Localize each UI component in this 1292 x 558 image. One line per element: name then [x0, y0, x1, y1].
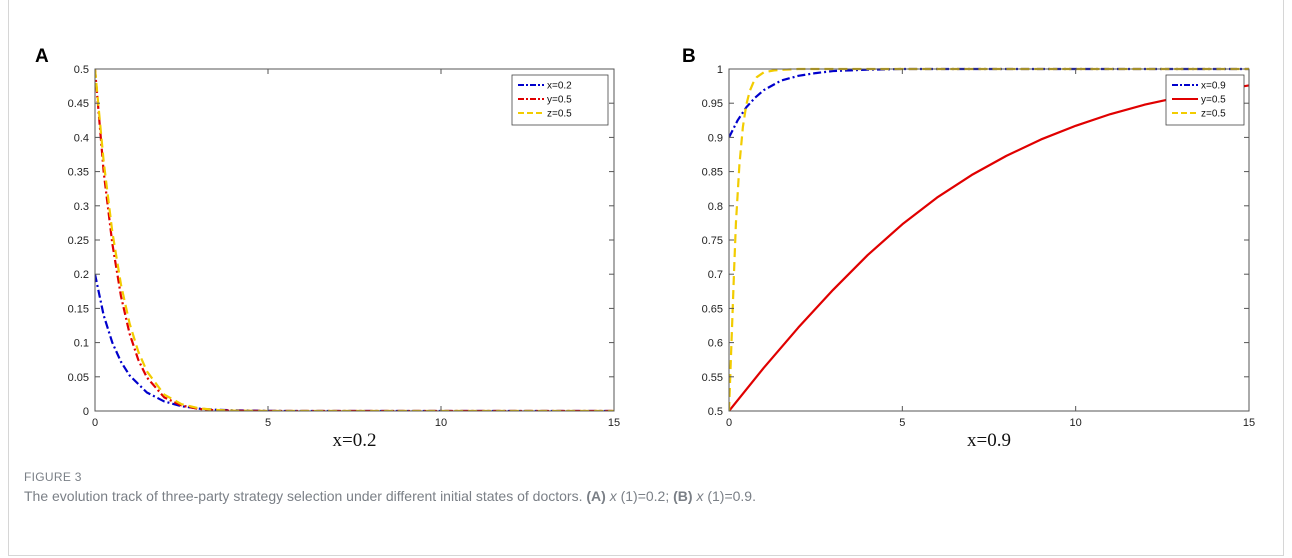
y-tick-label: 0.65	[702, 303, 723, 315]
x-tick-label: 5	[265, 417, 271, 429]
legend-entry: y=0.5	[547, 95, 572, 106]
caption-a-var: x	[609, 488, 617, 504]
series-line-y-0-5	[729, 84, 1249, 411]
x-tick-label: 10	[1070, 417, 1082, 429]
y-tick-label: 0.85	[702, 167, 723, 179]
y-tick-label: 0.95	[702, 98, 723, 110]
legend-entry: z=0.5	[547, 109, 572, 120]
legend-entry: x=0.9	[1201, 81, 1226, 92]
y-tick-label: 0.25	[68, 235, 89, 247]
legend-box	[511, 74, 609, 126]
chart-panel-a: A 0 0.05 0.1 0.15 0.2 0.25 0.3 0.35 0.4 0.45 0.5 0 5 1…	[35, 46, 620, 451]
x-tick-label: 0	[92, 417, 98, 429]
x-tick-label: 10	[435, 417, 447, 429]
x-tick-label: 15	[1243, 417, 1255, 429]
caption-a-text: (1)=0.2;	[616, 488, 674, 504]
caption-b-text: (1)=0.9.	[703, 488, 756, 504]
legend-entry: x=0.2	[547, 81, 572, 92]
figure-label: FIGURE 3	[24, 470, 82, 484]
y-tick-label: 0.5	[74, 64, 89, 76]
series-line-x-0-2	[95, 273, 614, 411]
figure-caption: The evolution track of three-party strat…	[24, 488, 1264, 504]
y-tick-label: 0.3	[74, 201, 89, 213]
legend-entry: z=0.5	[1201, 109, 1226, 120]
x-tick-label: 0	[726, 417, 732, 429]
figure-frame	[8, 0, 1284, 556]
series-line-x-0-9	[729, 67, 1249, 138]
x-axis-label: x=0.9	[967, 430, 1011, 451]
y-tick-label: 0.1	[74, 338, 89, 350]
y-tick-label: 0.15	[68, 303, 89, 315]
y-tick-label: 0.45	[68, 98, 89, 110]
y-tick-label: 0.4	[74, 132, 89, 144]
y-tick-label: 0.05	[68, 372, 89, 384]
y-tick-label: 0.2	[74, 269, 89, 281]
y-tick-label: 1	[717, 64, 723, 76]
y-tick-label: 0.7	[708, 269, 723, 281]
series-line-y-0-5	[95, 68, 614, 411]
figure-svg: A00.050.10.150.20.250.30.350.40.450.50 5 1…	[35, 46, 1255, 451]
caption-main: The evolution track of three-party strat…	[24, 488, 583, 504]
caption-a-tag: (A)	[586, 488, 606, 504]
y-tick-label: 0.6	[708, 338, 723, 350]
series-line-z-0-5	[95, 68, 614, 411]
x-tick-label: 15	[608, 417, 620, 429]
x-axis-label: x=0.2	[333, 430, 377, 451]
legend-entry: y=0.5	[1201, 95, 1226, 106]
panel-letter: A	[35, 46, 49, 67]
y-tick-label: 0.75	[702, 235, 723, 247]
legend: x=0.2 y=0.5 z=0.5	[511, 74, 609, 126]
y-tick-label: 0	[83, 406, 89, 418]
y-tick-label: 0.5	[708, 406, 723, 418]
caption-b-var: x	[696, 488, 704, 504]
y-tick-label: 0.8	[708, 201, 723, 213]
y-tick-label: 0.9	[708, 132, 723, 144]
y-tick-label: 0.35	[68, 167, 89, 179]
caption-b-tag: (B)	[673, 488, 693, 504]
panel-letter: B	[682, 46, 696, 67]
legend: x=0.9 y=0.5 z=0.5	[1165, 74, 1245, 126]
x-tick-label: 5	[899, 417, 905, 429]
y-tick-label: 0.55	[702, 372, 723, 384]
